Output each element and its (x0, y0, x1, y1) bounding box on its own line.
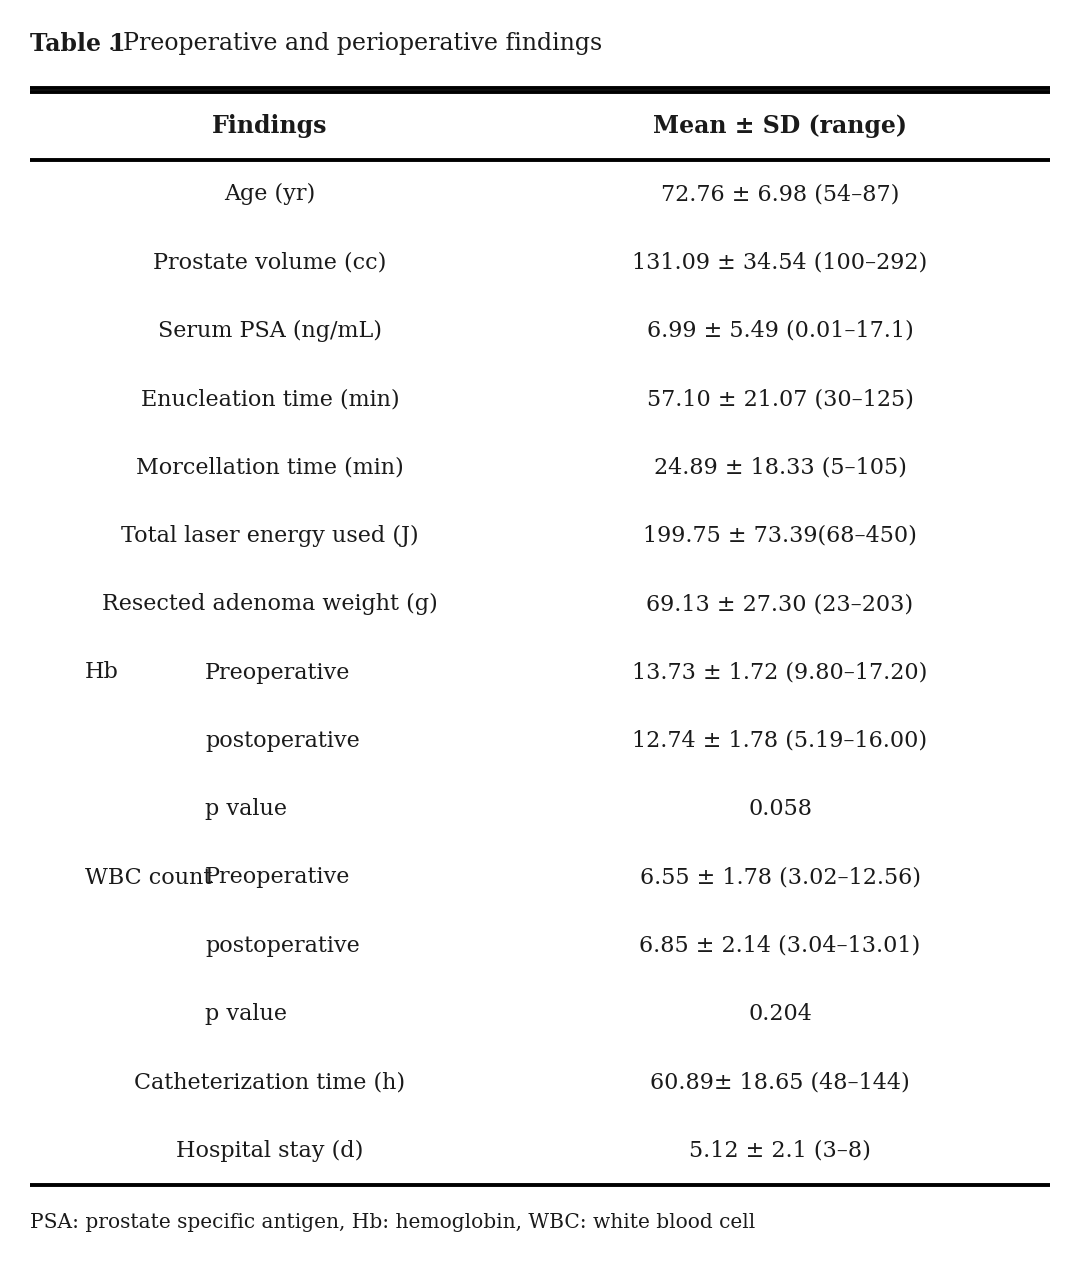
Text: 5.12 ± 2.1 (3–8): 5.12 ± 2.1 (3–8) (689, 1139, 870, 1162)
Text: Mean ± SD (range): Mean ± SD (range) (653, 114, 907, 138)
Text: p value: p value (205, 1003, 287, 1026)
Text: Table 1: Table 1 (30, 32, 125, 56)
Text: Prostate volume (cc): Prostate volume (cc) (153, 251, 387, 274)
Text: postoperative: postoperative (205, 935, 360, 957)
Text: 6.85 ± 2.14 (3.04–13.01): 6.85 ± 2.14 (3.04–13.01) (639, 935, 920, 957)
Text: Morcellation time (min): Morcellation time (min) (136, 456, 404, 479)
Text: Hb: Hb (85, 662, 119, 683)
Text: 6.55 ± 1.78 (3.02–12.56): 6.55 ± 1.78 (3.02–12.56) (639, 866, 920, 888)
Text: 13.73 ± 1.72 (9.80–17.20): 13.73 ± 1.72 (9.80–17.20) (632, 662, 928, 683)
Text: postoperative: postoperative (205, 730, 360, 751)
Text: Catheterization time (h): Catheterization time (h) (134, 1071, 406, 1094)
Text: 0.058: 0.058 (748, 798, 812, 820)
Text: Enucleation time (min): Enucleation time (min) (140, 388, 400, 410)
Text: Findings: Findings (213, 114, 327, 138)
Text: 6.99 ± 5.49 (0.01–17.1): 6.99 ± 5.49 (0.01–17.1) (647, 320, 914, 342)
Text: Age (yr): Age (yr) (225, 183, 315, 205)
Text: Serum PSA (ng/mL): Serum PSA (ng/mL) (158, 320, 382, 342)
Text: Total laser energy used (J): Total laser energy used (J) (121, 525, 419, 547)
Text: 0.204: 0.204 (748, 1003, 812, 1026)
Text: 60.89± 18.65 (48–144): 60.89± 18.65 (48–144) (650, 1071, 909, 1094)
Text: Preoperative: Preoperative (205, 662, 350, 683)
Text: 12.74 ± 1.78 (5.19–16.00): 12.74 ± 1.78 (5.19–16.00) (633, 730, 928, 751)
Text: Resected adenoma weight (g): Resected adenoma weight (g) (103, 594, 437, 615)
Text: 199.75 ± 73.39(68–450): 199.75 ± 73.39(68–450) (643, 525, 917, 547)
Text: 131.09 ± 34.54 (100–292): 131.09 ± 34.54 (100–292) (633, 251, 928, 274)
Text: 57.10 ± 21.07 (30–125): 57.10 ± 21.07 (30–125) (647, 388, 914, 410)
Text: . Preoperative and perioperative findings: . Preoperative and perioperative finding… (108, 32, 603, 56)
Text: PSA: prostate specific antigen, Hb: hemoglobin, WBC: white blood cell: PSA: prostate specific antigen, Hb: hemo… (30, 1212, 755, 1231)
Text: WBC count: WBC count (85, 866, 213, 888)
Text: 24.89 ± 18.33 (5–105): 24.89 ± 18.33 (5–105) (653, 456, 906, 479)
Text: p value: p value (205, 798, 287, 820)
Text: 72.76 ± 6.98 (54–87): 72.76 ± 6.98 (54–87) (661, 183, 900, 205)
Text: 69.13 ± 27.30 (23–203): 69.13 ± 27.30 (23–203) (647, 594, 914, 615)
Text: Preoperative: Preoperative (205, 866, 350, 888)
Text: Hospital stay (d): Hospital stay (d) (176, 1139, 364, 1162)
